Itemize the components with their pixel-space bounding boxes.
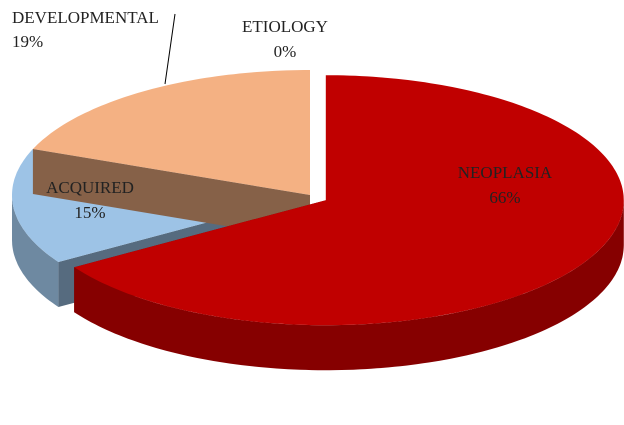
slice-side bbox=[74, 200, 624, 371]
category-label: ETIOLOGY bbox=[242, 17, 328, 36]
slice-face bbox=[32, 149, 311, 240]
slice-label: NEOPLASIA 66% bbox=[440, 160, 570, 210]
value-label: 66% bbox=[489, 188, 521, 207]
value-label: 15% bbox=[74, 203, 106, 222]
slice-label: DEVELOPMENTAL 19% bbox=[12, 6, 162, 54]
leader-line bbox=[164, 13, 176, 85]
slice-side bbox=[12, 195, 59, 307]
slice-label: ETIOLOGY 0% bbox=[230, 14, 340, 64]
value-label: 0% bbox=[273, 42, 297, 61]
category-label: DEVELOPMENTAL bbox=[12, 8, 159, 27]
category-label: NEOPLASIA bbox=[457, 163, 553, 182]
slice-label: ACQUIRED 15% bbox=[30, 175, 150, 225]
value-label: 19% bbox=[12, 32, 44, 51]
slice bbox=[32, 70, 311, 195]
category-label: ACQUIRED bbox=[46, 178, 134, 197]
slice bbox=[74, 75, 624, 326]
